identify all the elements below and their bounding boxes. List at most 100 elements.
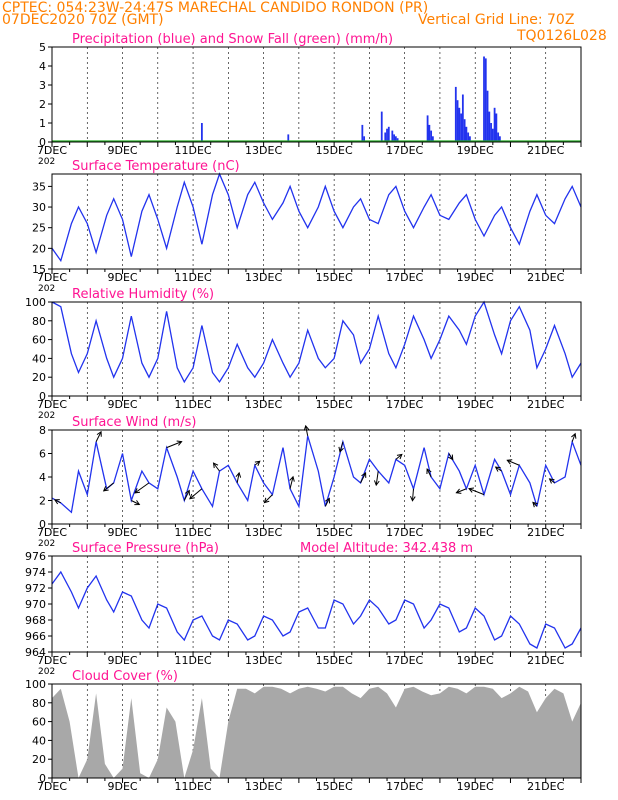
- wind-arrow: [339, 441, 344, 452]
- x-tick-label: 13DEC: [245, 780, 282, 793]
- precipitation-bar: [391, 130, 394, 142]
- wind-arrow: [571, 433, 576, 442]
- x-tick-label: 21DEC: [527, 398, 564, 411]
- x-tick-label: 19DEC: [457, 654, 494, 667]
- wind-arrow: [507, 459, 520, 466]
- wind-arrowhead: [324, 497, 330, 504]
- wind-arrowhead: [468, 487, 475, 493]
- x-tick-label: 21DEC: [527, 271, 564, 284]
- y-tick-label: 20: [32, 753, 46, 766]
- precipitation-bar: [465, 126, 468, 142]
- wind-arrowhead: [532, 501, 538, 508]
- wind-arrowhead: [373, 480, 380, 487]
- wind-arrow: [54, 499, 62, 504]
- wind-arrow: [131, 500, 140, 505]
- panel-title: Surface Wind (m/s): [72, 415, 196, 430]
- wind-arrow: [395, 453, 403, 460]
- x-tick-label: 21DEC: [527, 780, 564, 793]
- y-tick-label: 972: [25, 582, 46, 595]
- x-tick-label: 13DEC: [245, 526, 282, 539]
- y-tick-label: 40: [32, 352, 46, 365]
- precipitation-bar: [430, 130, 433, 142]
- x-tick-label: 19DEC: [457, 780, 494, 793]
- x-tick-label: 15DEC: [316, 144, 353, 157]
- x-tick-label: 9DEC: [107, 398, 137, 411]
- precipitation-bar: [493, 107, 496, 142]
- wind-arrow: [134, 482, 150, 494]
- precipitation-bar: [490, 123, 492, 142]
- wind-arrowhead: [361, 471, 367, 478]
- precipitation-bar: [384, 132, 387, 142]
- precipitation-bar: [491, 128, 494, 142]
- x-tick-label: 9DEC: [107, 780, 137, 793]
- run-time-header: 07DEC2020 70Z (GMT): [2, 12, 164, 28]
- wind-arrowhead: [455, 488, 462, 494]
- year-label: 202: [38, 411, 55, 421]
- precipitation-bar: [380, 111, 383, 142]
- precipitation-bar: [200, 123, 203, 142]
- wind-arrowhead: [303, 424, 310, 431]
- precipitation-bar: [458, 107, 461, 142]
- x-tick-label: 11DEC: [175, 780, 212, 793]
- y-tick-label: 15: [32, 263, 46, 276]
- wind-arrowhead: [338, 446, 344, 453]
- precipitation-bar: [486, 90, 489, 142]
- x-tick-label: 21DEC: [527, 654, 564, 667]
- x-tick-label: 21DEC: [527, 526, 564, 539]
- wind-arrow: [103, 482, 115, 492]
- x-tick-label: 7DEC: [37, 398, 67, 411]
- x-tick-label: 19DEC: [457, 526, 494, 539]
- wind-arrow: [448, 453, 454, 460]
- wind-arrow: [456, 488, 467, 494]
- x-tick-label: 19DEC: [457, 398, 494, 411]
- precipitation-bar: [361, 124, 364, 142]
- y-tick-label: 40: [32, 734, 46, 747]
- x-tick-label: 9DEC: [107, 654, 137, 667]
- wind-arrowhead: [506, 459, 513, 465]
- x-tick-label: 17DEC: [386, 398, 423, 411]
- wind-arrowhead: [289, 475, 295, 482]
- x-tick-label: 9DEC: [107, 526, 137, 539]
- y-tick-label: 0: [39, 772, 46, 785]
- panel-title: Precipitation (blue) and Snow Fall (gree…: [72, 32, 393, 47]
- wind-arrowhead: [548, 478, 555, 484]
- wind-arrow: [95, 431, 102, 442]
- model-altitude-label: Model Altitude: 342.438 m: [300, 541, 473, 556]
- precipitation-bar: [456, 100, 459, 142]
- y-tick-label: 970: [25, 598, 46, 611]
- x-tick-label: 17DEC: [386, 144, 423, 157]
- series-line: [51, 300, 582, 384]
- wind-arrow: [411, 488, 414, 501]
- wind-arrow: [289, 476, 294, 489]
- wind-arrowhead: [96, 430, 102, 437]
- year-label: 202: [38, 539, 55, 549]
- wind-arrowhead: [254, 460, 261, 467]
- precipitation-bar: [469, 136, 471, 142]
- x-tick-label: 7DEC: [37, 780, 67, 793]
- y-tick-label: 0: [39, 390, 46, 403]
- precipitation-bar: [488, 111, 491, 142]
- wind-arrowhead: [53, 499, 60, 505]
- wind-arrowhead: [410, 495, 416, 502]
- x-tick-label: 15DEC: [316, 526, 353, 539]
- precipitation-bar: [498, 136, 501, 142]
- y-tick-label: 974: [25, 566, 46, 579]
- x-tick-label: 7DEC: [37, 271, 67, 284]
- x-tick-label: 9DEC: [107, 271, 137, 284]
- panel-title: Cloud Cover (%): [72, 669, 178, 684]
- y-tick-label: 20: [32, 371, 46, 384]
- x-tick-label: 17DEC: [386, 654, 423, 667]
- x-tick-label: 11DEC: [175, 654, 212, 667]
- precipitation-bar: [431, 136, 434, 142]
- x-tick-label: 17DEC: [386, 271, 423, 284]
- y-tick-label: 0: [39, 518, 46, 531]
- wind-arrowhead: [571, 432, 577, 439]
- x-tick-label: 15DEC: [316, 398, 353, 411]
- wind-arrow: [468, 488, 485, 496]
- wind-arrowhead: [176, 440, 183, 446]
- wind-arrowhead: [189, 493, 195, 500]
- precipitation-bar: [497, 132, 500, 142]
- x-tick-label: 19DEC: [457, 144, 494, 157]
- precipitation-bar: [483, 56, 485, 142]
